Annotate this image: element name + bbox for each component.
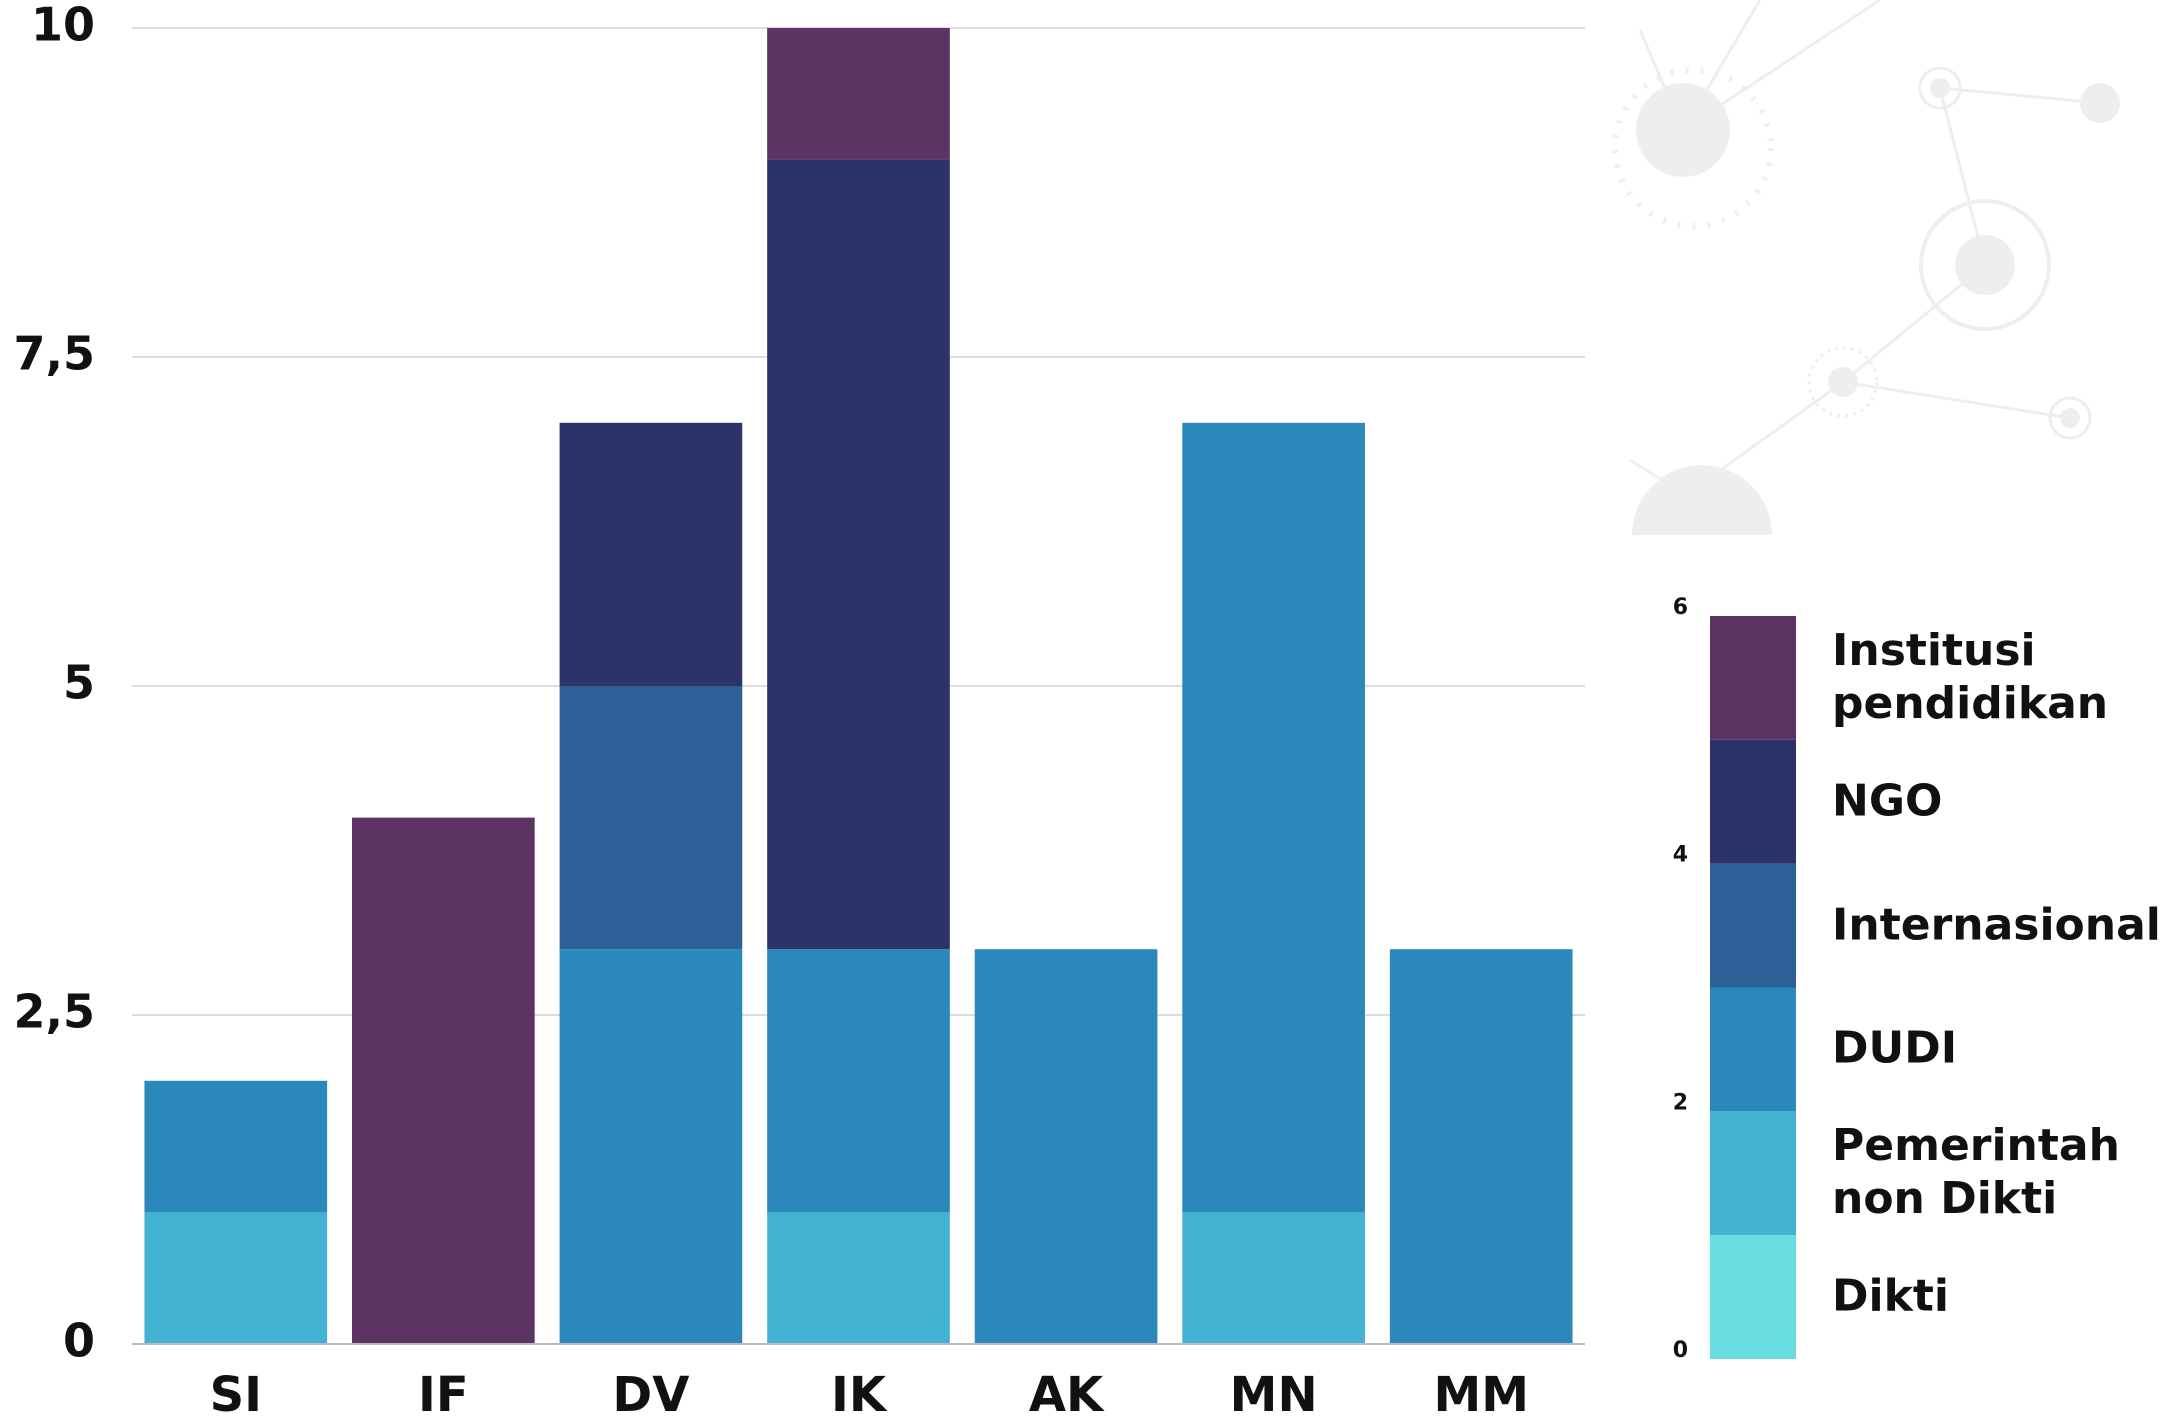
bar-segment	[352, 817, 535, 1344]
bar-segment	[1182, 422, 1365, 1213]
legend-tick-label: 0	[1673, 1338, 1688, 1363]
x-tick-label: IF	[418, 1367, 469, 1423]
y-tick-label: 2,5	[14, 985, 96, 1039]
x-tick-label: IK	[831, 1367, 888, 1423]
bar-segment	[1389, 949, 1573, 1344]
legend-label: Pemerintah non Dikti	[1832, 1120, 2120, 1225]
bar-segment	[559, 422, 743, 686]
bar-segment	[767, 949, 950, 1213]
legend-label: NGO	[1832, 775, 1943, 827]
legend-swatch	[1710, 1235, 1796, 1359]
bar-segment	[767, 1212, 950, 1344]
legend-swatch	[1710, 863, 1796, 988]
y-tick-label: 10	[31, 0, 95, 52]
legend-tick-label: 2	[1673, 1090, 1688, 1115]
legend-tick-label: 4	[1673, 843, 1688, 868]
x-tick-label: MN	[1230, 1367, 1318, 1423]
bar-segment	[559, 686, 743, 950]
legend-swatch	[1710, 616, 1796, 740]
x-tick-label: AK	[1029, 1367, 1105, 1423]
decoration	[1612, 0, 2120, 535]
bar-segment	[559, 949, 743, 1344]
bar-segment	[1182, 1212, 1365, 1344]
x-tick-label: MM	[1433, 1367, 1529, 1423]
legend-swatch	[1710, 1111, 1796, 1236]
legend-tick-label: 6	[1673, 595, 1688, 620]
bar-segment	[767, 159, 950, 950]
x-tick-label: DV	[612, 1367, 689, 1423]
legend-swatch	[1710, 739, 1796, 864]
bar-segment	[767, 28, 950, 160]
bar-segment	[974, 949, 1158, 1344]
legend-label: DUDI	[1832, 1023, 1958, 1075]
bar-segment	[144, 1080, 328, 1213]
legend-label: Dikti	[1832, 1270, 1949, 1322]
legend-label: Internasional	[1832, 899, 2161, 951]
y-tick-label: 0	[63, 1314, 95, 1368]
y-tick-label: 7,5	[14, 327, 96, 381]
x-tick-label: SI	[210, 1367, 262, 1423]
y-tick-label: 5	[63, 656, 95, 710]
bar-segment	[144, 1212, 328, 1344]
legend-label: Institusi pendidikan	[1832, 625, 2109, 729]
legend-swatch	[1710, 987, 1796, 1112]
